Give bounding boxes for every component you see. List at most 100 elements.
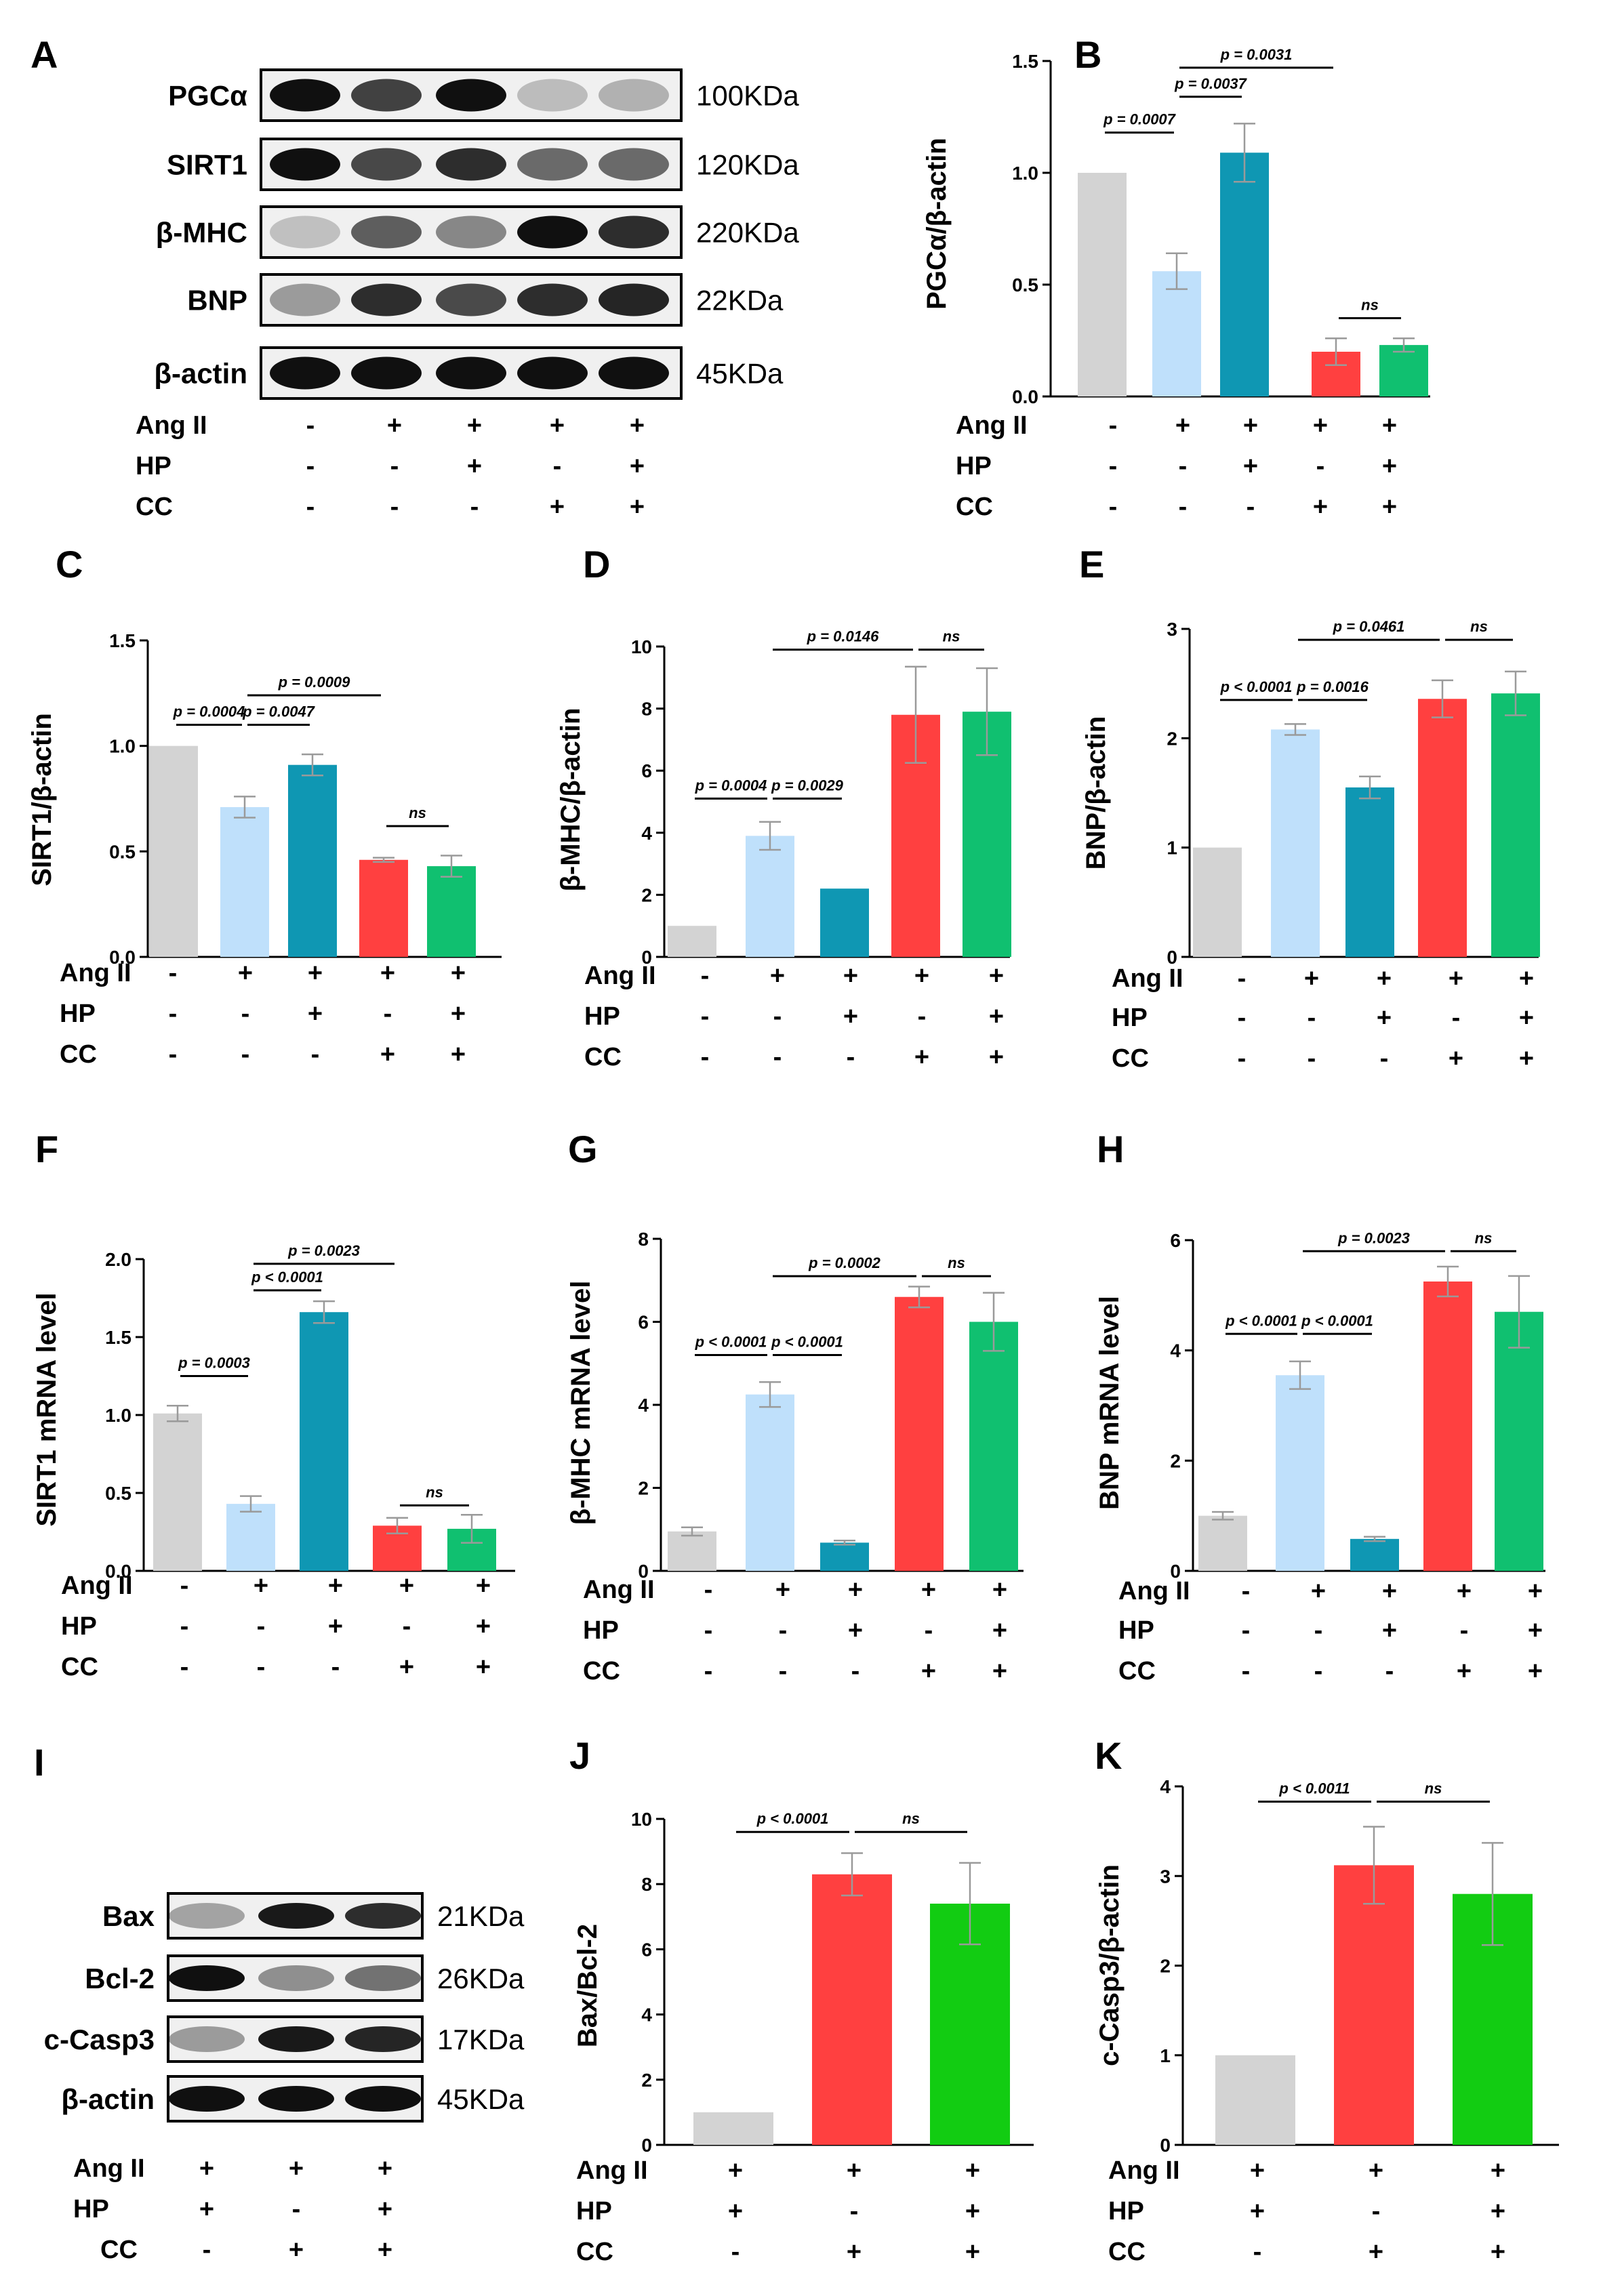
y-tick-label: 4	[638, 1395, 649, 1416]
chart-panel-H: H BNP mRNA level 0 2 4 6 p < 0.0001 p < 0.0001 p…	[1095, 1128, 1545, 1685]
bar	[427, 866, 476, 957]
significance-label: p = 0.0004	[173, 703, 245, 720]
y-tick-label: 0	[1167, 947, 1177, 968]
treatment-label: HP	[73, 2195, 109, 2223]
treatment-sign: +	[1519, 964, 1534, 993]
treatment-sign: -	[169, 1040, 178, 1069]
y-axis-label: SIRT1 mRNA level	[32, 1292, 62, 1526]
protein-band	[270, 148, 340, 181]
treatment-sign: +	[914, 1043, 929, 1071]
treatment-sign: -	[390, 452, 399, 480]
treatment-sign: -	[169, 959, 178, 987]
treatment-sign: -	[241, 1040, 250, 1069]
molecular-weight: 220KDa	[696, 217, 799, 249]
protein-name: PGCα	[168, 80, 247, 112]
treatment-sign: -	[847, 1043, 855, 1071]
treatment-label: HP	[60, 1000, 96, 1028]
treatment-sign: -	[704, 1657, 713, 1685]
y-tick-label: 8	[641, 1874, 652, 1895]
treatment-sign: +	[1311, 1577, 1326, 1605]
treatment-sign: -	[180, 1653, 189, 1681]
bar	[693, 2112, 773, 2145]
treatment-sign: -	[918, 1002, 927, 1031]
treatment-sign: -	[1238, 1004, 1247, 1032]
treatment-sign: +	[847, 2156, 862, 2185]
treatment-label: HP	[136, 452, 171, 480]
treatment-sign: +	[289, 2154, 304, 2183]
treatment-sign: +	[992, 1616, 1007, 1645]
panel-label: C	[56, 543, 83, 586]
y-tick-label: 1.0	[105, 1405, 131, 1426]
bar	[1152, 271, 1201, 396]
y-axis-label: c-Casp3/β-actin	[1095, 1864, 1125, 2066]
protein-band	[351, 79, 422, 112]
y-tick-label: 4	[641, 823, 652, 844]
treatment-sign: -	[1242, 1616, 1251, 1645]
protein-band	[599, 216, 669, 249]
treatment-sign: +	[1243, 411, 1258, 440]
bar	[1215, 2055, 1295, 2145]
treatment-sign: -	[257, 1653, 266, 1681]
treatment-label: Ang II	[584, 962, 656, 990]
y-axis-label: β-MHC mRNA level	[566, 1281, 596, 1525]
bar	[226, 1504, 275, 1571]
molecular-weight: 26KDa	[437, 1963, 525, 1994]
protein-name: β-MHC	[156, 217, 247, 249]
treatment-sign: -	[1179, 493, 1188, 521]
y-tick-label: 6	[641, 1939, 652, 1960]
treatment-label: Ang II	[583, 1576, 655, 1604]
protein-band	[599, 356, 669, 390]
bar	[1198, 1515, 1247, 1571]
y-tick-label: 6	[641, 760, 652, 781]
chart-panel-G: Gβ-MHC mRNA level 0 2 4 6 8 p < 0.0001 p < 0.00…	[566, 1128, 1024, 1685]
chart-panel-F: F SIRT1 mRNA level 0.0 0.5 1.0 1.5 2.0 p = 0.00…	[32, 1128, 515, 1681]
significance-label: p = 0.0029	[771, 777, 844, 794]
molecular-weight: 21KDa	[437, 1900, 525, 1932]
y-tick-label: 2	[638, 1478, 649, 1499]
treatment-sign: -	[925, 1616, 933, 1645]
y-tick-label: 2	[641, 884, 652, 905]
treatment-label: CC	[584, 1043, 622, 1071]
treatment-sign: +	[476, 1572, 491, 1600]
treatment-sign: +	[380, 959, 395, 987]
treatment-sign: -	[384, 1000, 392, 1028]
y-tick-label: 0	[641, 2135, 652, 2156]
treatment-sign: -	[1452, 1004, 1461, 1032]
bar	[1350, 1538, 1399, 1571]
protein-band	[436, 216, 506, 249]
significance-label: p = 0.0007	[1103, 111, 1177, 128]
protein-band	[258, 2026, 334, 2052]
treatment-sign: +	[1304, 964, 1319, 993]
treatment-label: Ang II	[1112, 964, 1183, 993]
panel-label: K	[1095, 1734, 1122, 1777]
protein-band	[169, 1965, 245, 1991]
bar	[668, 1531, 716, 1571]
treatment-sign: +	[770, 962, 785, 990]
treatment-sign: +	[378, 2195, 392, 2223]
treatment-sign: +	[289, 2236, 304, 2264]
treatment-sign: +	[914, 962, 929, 990]
treatment-sign: +	[238, 959, 253, 987]
treatment-sign: +	[992, 1576, 1007, 1604]
y-tick-label: 2	[641, 2070, 652, 2091]
treatment-sign: +	[1313, 493, 1328, 521]
treatment-sign: +	[921, 1657, 936, 1685]
treatment-sign: +	[550, 493, 565, 521]
y-tick-label: 2	[1167, 728, 1177, 749]
treatment-sign: +	[965, 2238, 980, 2266]
y-tick-label: 2	[1170, 1450, 1181, 1471]
treatment-sign: +	[1491, 2238, 1505, 2266]
bar	[812, 1874, 892, 2145]
y-axis-label: BNP/β-actin	[1081, 716, 1111, 870]
treatment-sign: +	[630, 493, 645, 521]
treatment-sign: +	[1528, 1616, 1543, 1645]
significance-label: ns	[409, 804, 426, 821]
y-tick-label: 10	[631, 636, 652, 657]
chart-panel-K: Kc-Casp3/β-actin 0 1 2 3 4 p < 0.0011 ns Ang II +…	[1095, 1734, 1559, 2266]
treatment-label: CC	[583, 1657, 620, 1685]
treatment-label: HP	[584, 1002, 620, 1031]
treatment-sign: -	[203, 2236, 211, 2264]
blot-row: Bax 21KDa	[102, 1892, 525, 1940]
treatment-sign: +	[728, 2197, 743, 2226]
